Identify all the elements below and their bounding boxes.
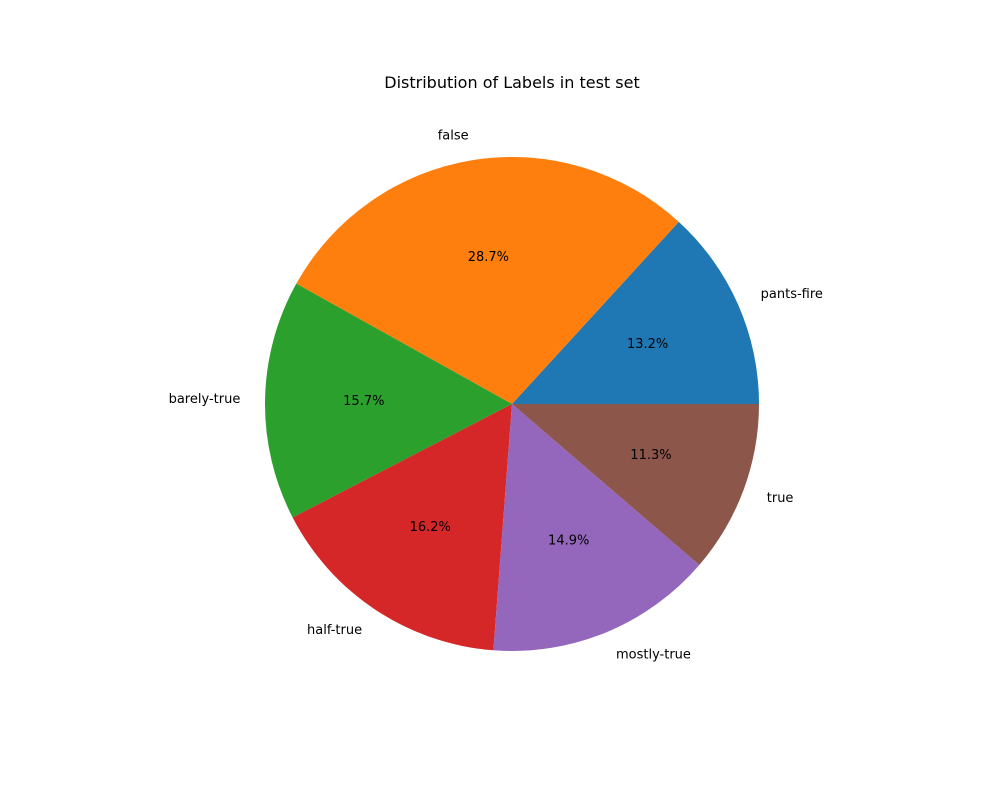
category-label-mostly-true: mostly-true — [616, 648, 691, 663]
percent-label-false: 28.7% — [468, 250, 509, 265]
percent-label-true: 11.3% — [630, 448, 671, 463]
pie-slice-pants-fire — [512, 221, 759, 404]
percent-labels: 13.2% 28.7% 15.7% 16.2% 14.9% 11.3% — [343, 250, 671, 548]
pie-slice-false — [296, 157, 679, 404]
category-label-pants-fire: pants-fire — [761, 287, 823, 302]
pie-slice-barely-true — [265, 283, 512, 518]
category-label-barely-true: barely-true — [169, 392, 241, 407]
category-label-false: false — [438, 128, 469, 143]
percent-label-pants-fire: 13.2% — [627, 337, 668, 352]
chart-title: Distribution of Labels in test set — [384, 73, 639, 92]
pie-slice-mostly-true — [493, 404, 700, 652]
category-label-half-true: half-true — [307, 623, 362, 638]
pie-slices — [265, 157, 759, 652]
percent-label-barely-true: 15.7% — [343, 394, 384, 409]
category-labels: pants-fire false barely-true half-true mostl… — [169, 128, 823, 662]
pie-slice-half-true — [292, 404, 512, 651]
percent-label-half-true: 16.2% — [410, 520, 451, 535]
pie-slice-true — [512, 404, 759, 566]
percent-label-mostly-true: 14.9% — [548, 533, 589, 548]
category-label-true: true — [767, 491, 794, 506]
